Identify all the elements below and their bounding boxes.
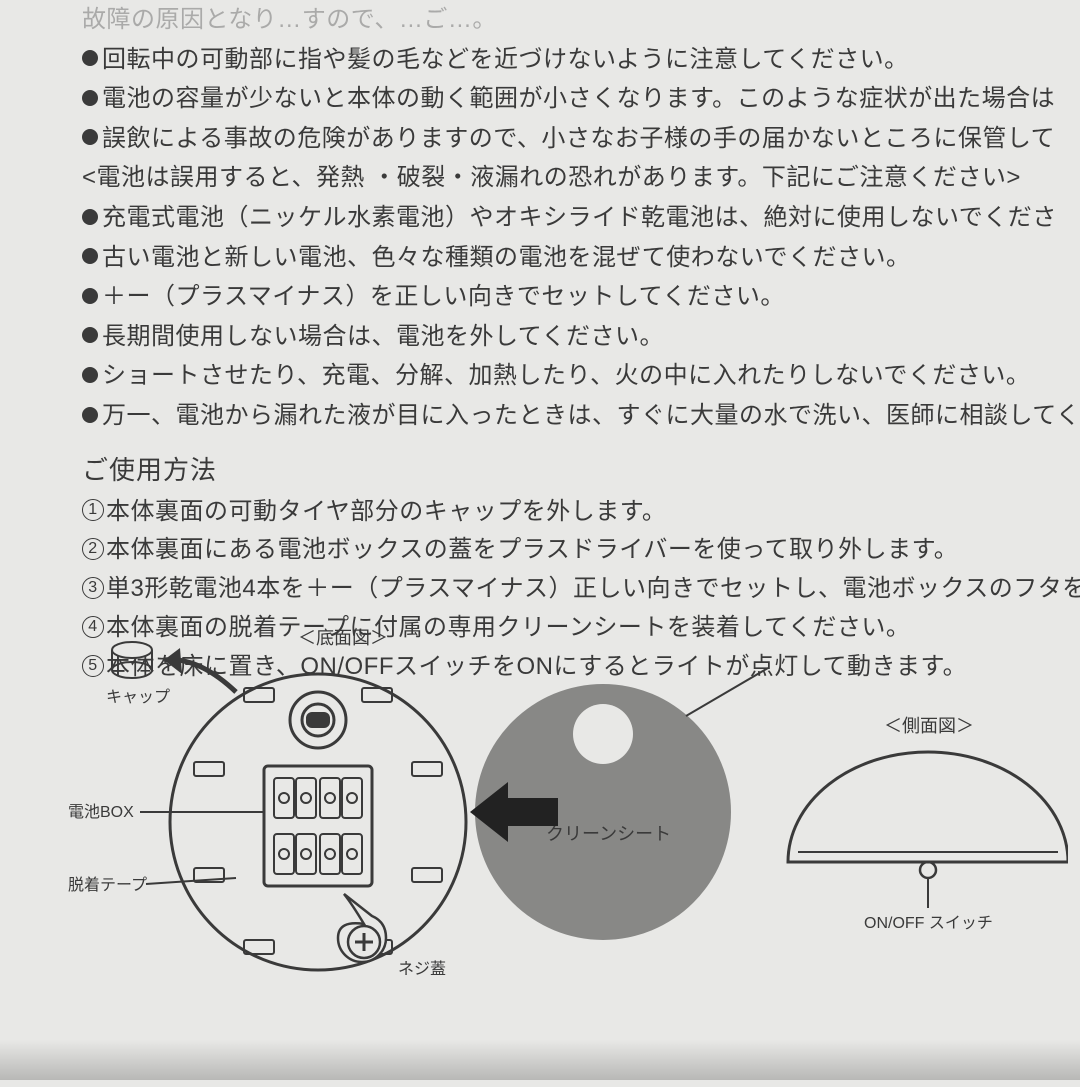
bottom-view-label: ＜底面図＞ [298,628,388,648]
bottom-shadow [0,1040,1080,1080]
warning-line: 誤飲による事故の危険がありますので、小さなお子様の手の届かないところに保管して [82,119,1080,159]
switch-label: ON/OFF スイッチ [864,915,993,932]
warning-line: <電池は誤用すると、発熱 ・破裂・液漏れの恐れがあります。下記にご注意ください> [82,158,1080,198]
bullet-dot-icon [82,327,98,343]
bullet-dot-icon [82,288,98,304]
warning-text: 万一、電池から漏れた液が目に入ったときは、すぐに大量の水で洗い、医師に相談してく [102,402,1080,429]
cap-icon [112,642,152,678]
warning-line: 電池の容量が少ないと本体の動く範囲が小さくなります。このような症状が出た場合は [82,79,1080,119]
warning-line: ＋ー（プラスマイナス）を正しい向きでセットしてください。 [82,277,1080,317]
cap-label: キャップ [106,688,170,706]
clean-sheet-label: クリーンシート [546,824,671,844]
warning-text: ショートさせたり、充電、分解、加熱したり、火の中に入れたりしないでください。 [102,362,1030,389]
warning-text: 電池の容量が少ないと本体の動く範囲が小さくなります。このような症状が出た場合は [102,85,1055,112]
bullet-dot-icon [82,90,98,106]
bullet-dot-icon [82,367,98,383]
usage-section-title: ご使用方法 [82,450,1080,487]
warning-text: <電池は誤用すると、発熱 ・破裂・液漏れの恐れがあります。下記にご注意ください> [82,164,1021,191]
diagram-area: ＜底面図＞ キャップ [68,622,1068,1042]
warning-line: 古い電池と新しい電池、色々な種類の電池を混ぜて使わないでください。 [82,238,1080,278]
bullet-dot-icon [82,50,98,66]
warning-text: 誤飲による事故の危険がありますので、小さなお子様の手の届かないところに保管して [102,125,1055,152]
warning-text: 回転中の可動部に指や髪の毛などを近づけないように注意してください。 [102,46,909,73]
step-number-icon: 1 [82,499,104,521]
warning-text: 充電式電池（ニッケル水素電池）やオキシライド乾電池は、絶対に使用しないでくださ [102,204,1057,231]
warning-line: 回転中の可動部に指や髪の毛などを近づけないように注意してください。 [82,40,1080,80]
warning-list: 故障の原因となり…すので、…ご…。回転中の可動部に指や髪の毛などを近づけないよう… [82,0,1080,436]
tape-label: 脱着テープ [68,876,147,894]
usage-step: 1本体裏面の可動タイヤ部分のキャップを外します。 [82,493,1080,532]
step-number-icon: 3 [82,577,104,599]
bullet-dot-icon [82,407,98,423]
bullet-dot-icon [82,129,98,145]
step-text: 単3形乾電池4本を＋ー（プラスマイナス）正しい向きでセットし、電池ボックスのフタ… [106,575,1080,602]
warning-line: 長期間使用しない場合は、電池を外してください。 [82,317,1080,357]
warning-line: 故障の原因となり…すので、…ご…。 [82,0,1080,40]
screw-cover-label: ネジ蓋 [398,960,446,978]
warning-line: 万一、電池から漏れた液が目に入ったときは、すぐに大量の水で洗い、医師に相談してく [82,396,1080,436]
warning-text: 故障の原因となり…すので、…ご…。 [82,6,497,33]
side-view-diagram: ＜側面図＞ ON/OFF スイッチ [788,716,1068,932]
warning-text: 古い電池と新しい電池、色々な種類の電池を混ぜて使わないでください。 [102,244,911,271]
warning-text: 長期間使用しない場合は、電池を外してください。 [102,323,664,350]
usage-step: 3単3形乾電池4本を＋ー（プラスマイナス）正しい向きでセットし、電池ボックスのフ… [82,570,1080,609]
step-text: 本体裏面にある電池ボックスの蓋をプラスドライバーを使って取り外します。 [106,536,958,563]
battery-box-label: 電池BOX [68,803,134,821]
warning-line: ショートさせたり、充電、分解、加熱したり、火の中に入れたりしないでください。 [82,356,1080,396]
bullet-dot-icon [82,248,98,264]
usage-step: 2本体裏面にある電池ボックスの蓋をプラスドライバーを使って取り外します。 [82,531,1080,570]
step-text: 本体裏面の可動タイヤ部分のキャップを外します。 [106,498,666,525]
bottom-view-diagram [170,674,466,970]
side-view-label: ＜側面図＞ [884,716,974,736]
warning-text: ＋ー（プラスマイナス）を正しい向きでセットしてください。 [102,283,785,310]
warning-line: 充電式電池（ニッケル水素電池）やオキシライド乾電池は、絶対に使用しないでくださ [82,198,1080,238]
step-number-icon: 2 [82,538,104,560]
bullet-dot-icon [82,209,98,225]
